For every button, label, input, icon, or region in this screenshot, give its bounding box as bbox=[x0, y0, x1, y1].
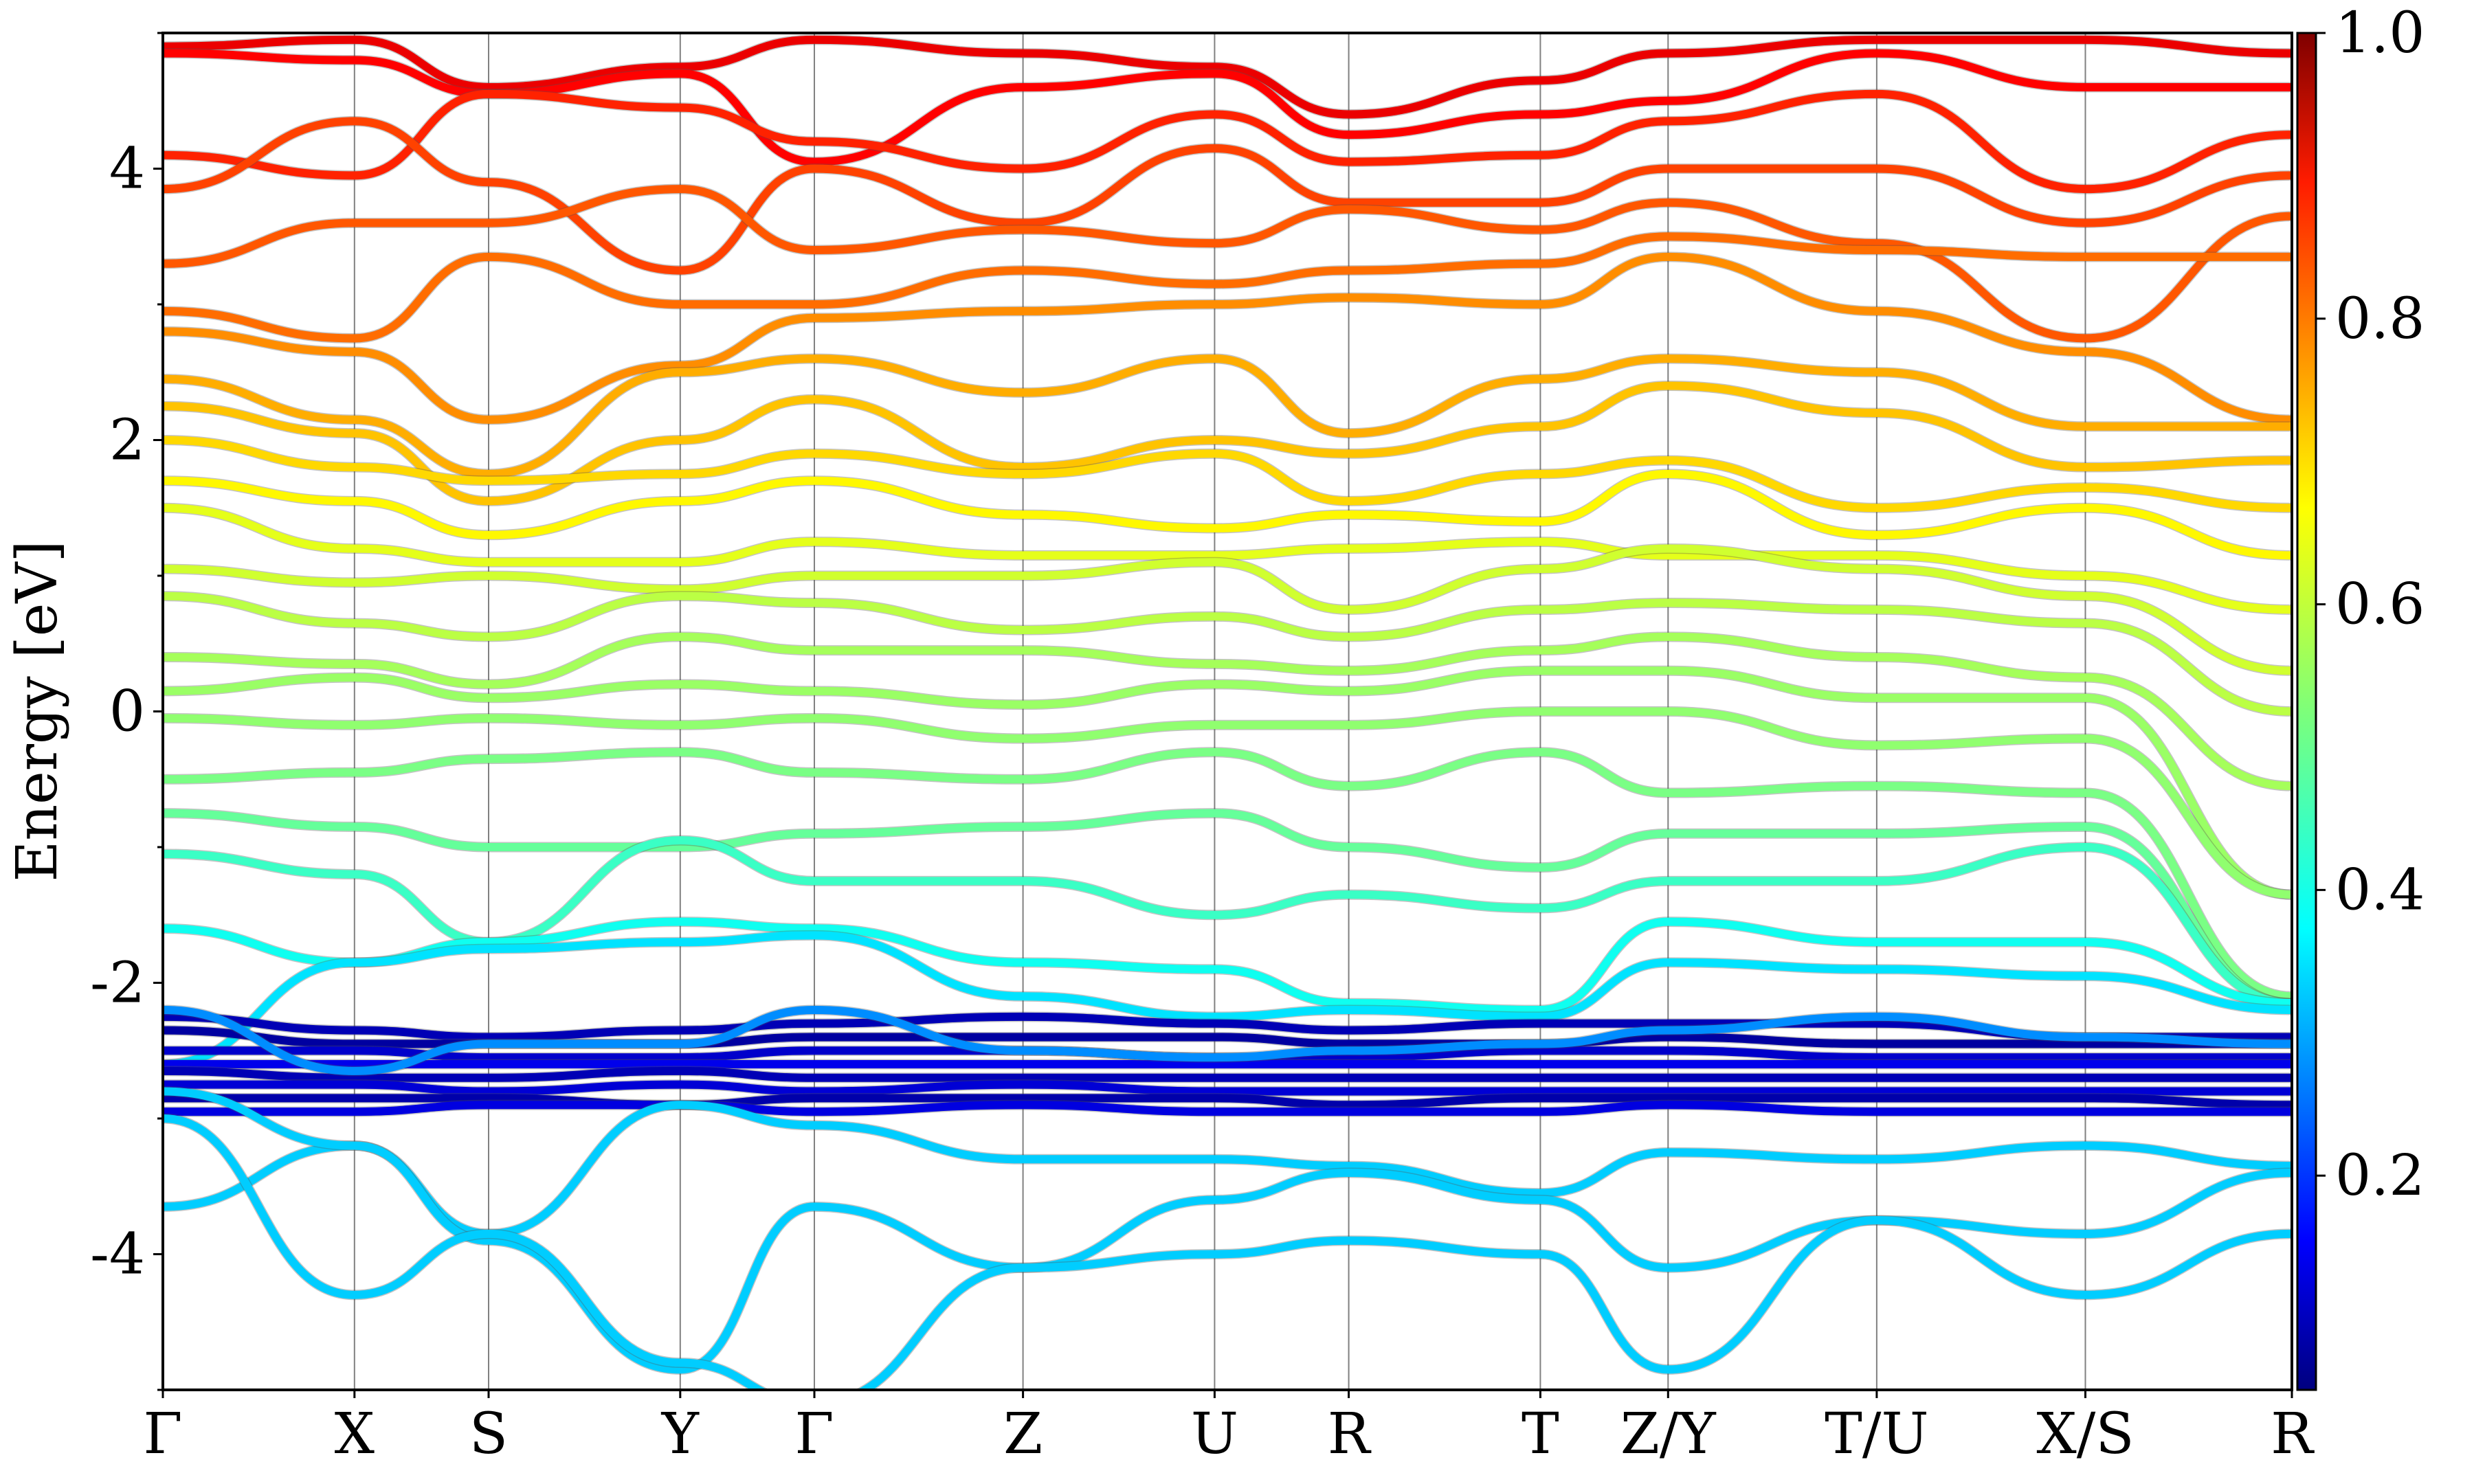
band-16 bbox=[163, 707, 2292, 899]
y-tick-label: -2 bbox=[90, 951, 145, 1016]
colorbar-tick-label: 0.6 bbox=[2335, 572, 2425, 638]
x-tick-label-1: X bbox=[335, 1402, 375, 1467]
band-22 bbox=[163, 1012, 2292, 1042]
x-tick-label-0: Γ bbox=[144, 1402, 183, 1467]
y-axis: -4 -2 0 2 4 bbox=[90, 32, 163, 1391]
band-6 bbox=[163, 252, 2292, 424]
colorbar-tick-label: 1.0 bbox=[2335, 1, 2425, 66]
x-axis: Γ X S Y Γ Z U R T Z/Y T/U X/S R bbox=[144, 1390, 2315, 1467]
colorbar-gradient bbox=[2296, 32, 2317, 1391]
x-tick-label-10: T/U bbox=[1825, 1402, 1928, 1467]
band-2 bbox=[163, 89, 2292, 194]
x-tick-label-12: R bbox=[2271, 1402, 2315, 1467]
colorbar-tick-label: 0.2 bbox=[2335, 1143, 2425, 1208]
band-12 bbox=[163, 544, 2292, 675]
band-33 bbox=[163, 1114, 2292, 1390]
band-18 bbox=[163, 809, 2292, 1008]
y-tick-label: 4 bbox=[109, 137, 145, 202]
y-tick-label: 0 bbox=[109, 679, 145, 745]
x-tick-label-5: Z bbox=[1003, 1402, 1043, 1467]
band-14 bbox=[163, 632, 2292, 791]
x-tick-label-9: Z/Y bbox=[1620, 1402, 1717, 1467]
band-8 bbox=[163, 381, 2292, 506]
band-30 bbox=[163, 1006, 2292, 1075]
band-9 bbox=[163, 436, 2292, 513]
x-tick-label-11: X/S bbox=[2036, 1402, 2134, 1467]
band-29 bbox=[163, 1101, 2292, 1116]
band-15 bbox=[163, 666, 2292, 899]
colorbar-ticks: 0.2 0.4 0.6 0.8 1.0 bbox=[2316, 1, 2425, 1208]
x-tick-label-4: Γ bbox=[795, 1402, 834, 1467]
y-axis-title: Energy [eV] bbox=[5, 540, 70, 881]
band-11 bbox=[163, 504, 2292, 614]
y-tick-label: 2 bbox=[109, 408, 145, 473]
x-tick-label-2: S bbox=[469, 1402, 508, 1467]
band-10 bbox=[163, 469, 2292, 560]
x-tick-label-6: U bbox=[1191, 1402, 1238, 1467]
band-0 bbox=[163, 35, 2292, 119]
plot-area bbox=[163, 33, 2292, 1390]
x-tick-label-7: R bbox=[1328, 1402, 1372, 1467]
colorbar: 0.2 0.4 0.6 0.8 1.0 bbox=[2296, 1, 2425, 1391]
band-3 bbox=[163, 117, 2292, 275]
x-tick-label-8: T bbox=[1522, 1402, 1559, 1467]
band-lines bbox=[163, 34, 2292, 1390]
band-28 bbox=[163, 1094, 2292, 1110]
x-tick-label-3: Y bbox=[661, 1402, 700, 1467]
band-7 bbox=[163, 355, 2292, 478]
colorbar-tick-label: 0.4 bbox=[2335, 857, 2425, 923]
band-17 bbox=[163, 747, 2292, 1001]
band-26 bbox=[163, 1066, 2292, 1082]
colorbar-tick-label: 0.8 bbox=[2335, 286, 2425, 352]
band-27 bbox=[163, 1080, 2292, 1096]
y-tick-label: -4 bbox=[90, 1222, 145, 1288]
band-5 bbox=[163, 232, 2292, 343]
band-21 bbox=[163, 931, 2292, 1068]
band-4 bbox=[163, 185, 2292, 343]
band-20 bbox=[163, 917, 2292, 1014]
band-13 bbox=[163, 592, 2292, 716]
